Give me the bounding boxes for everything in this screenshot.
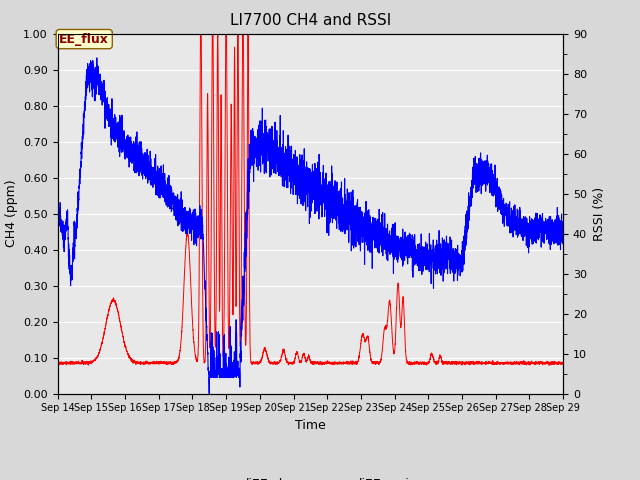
- Legend: li77_den, li77_rssi: li77_den, li77_rssi: [206, 472, 415, 480]
- X-axis label: Time: Time: [295, 419, 326, 432]
- Y-axis label: RSSI (%): RSSI (%): [593, 187, 605, 240]
- Title: LI7700 CH4 and RSSI: LI7700 CH4 and RSSI: [230, 13, 391, 28]
- Text: EE_flux: EE_flux: [60, 33, 109, 46]
- Y-axis label: CH4 (ppm): CH4 (ppm): [4, 180, 17, 247]
